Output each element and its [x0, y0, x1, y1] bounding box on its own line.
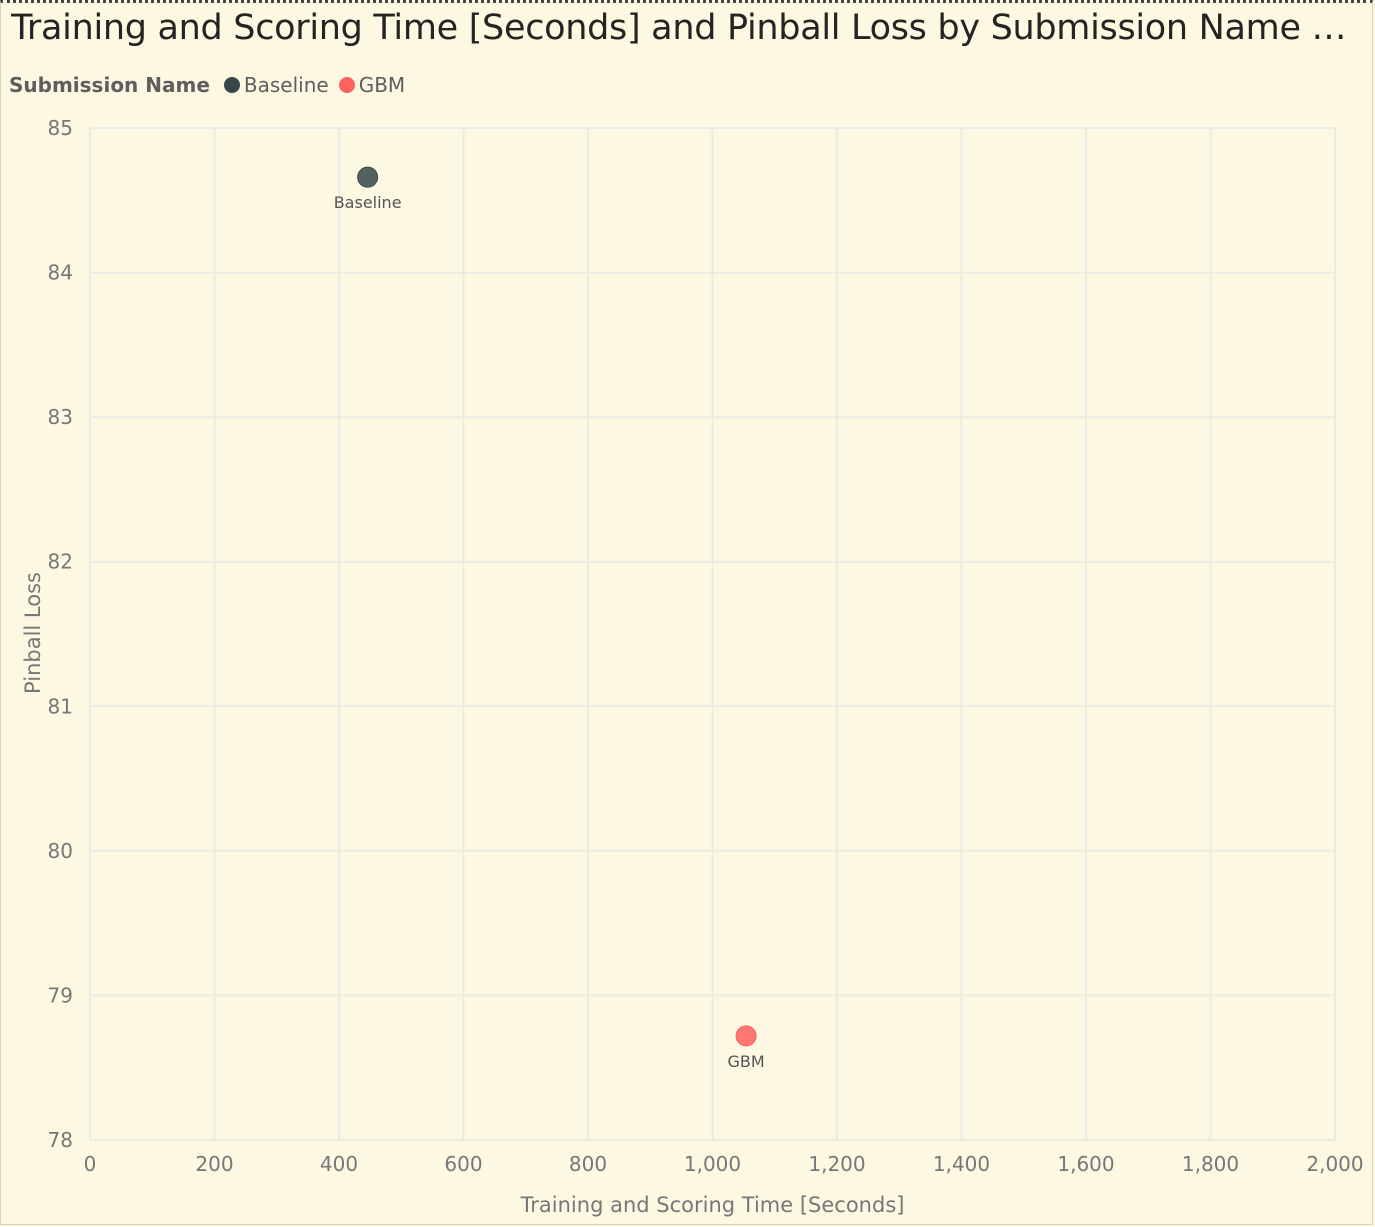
y-tick-label: 80	[48, 839, 73, 863]
y-tick-label: 84	[48, 261, 73, 285]
x-tick-label: 1,200	[808, 1152, 865, 1176]
y-tick-label: 83	[48, 405, 73, 429]
x-tick-label: 2,000	[1306, 1152, 1363, 1176]
y-tick-label: 82	[48, 550, 73, 574]
x-tick-label: 800	[569, 1152, 607, 1176]
y-tick-label: 79	[48, 983, 73, 1007]
legend-title: Submission Name	[9, 73, 210, 97]
legend-item-baseline[interactable]: Baseline	[223, 73, 329, 97]
legend: Submission Name Baseline GBM	[9, 73, 415, 97]
gridlines	[89, 127, 1336, 1141]
x-tick-label: 1,000	[684, 1152, 741, 1176]
x-tick-label: 0	[84, 1152, 97, 1176]
x-tick-label: 1,400	[933, 1152, 990, 1176]
x-axis-title: Training and Scoring Time [Seconds]	[520, 1193, 905, 1217]
y-tick-label: 81	[48, 694, 73, 718]
y-axis-title: Pinball Loss	[21, 572, 45, 694]
legend-item-gbm[interactable]: GBM	[338, 73, 406, 97]
legend-label-gbm: GBM	[358, 73, 406, 97]
x-tick-label: 400	[320, 1152, 358, 1176]
x-tick-label: 1,800	[1182, 1152, 1239, 1176]
data-point-gbm[interactable]	[735, 1025, 757, 1047]
y-tick-label: 85	[48, 116, 73, 140]
legend-swatch-gbm	[338, 77, 355, 93]
data-points: Baseline GBM	[334, 166, 765, 1071]
legend-swatch-baseline	[223, 77, 240, 93]
legend-label-baseline: Baseline	[243, 73, 329, 97]
data-point-baseline[interactable]	[357, 166, 379, 188]
y-axis-ticks: 78 79 80 81 82 83 84 85	[48, 116, 73, 1152]
data-label-baseline: Baseline	[334, 193, 402, 212]
x-tick-label: 200	[195, 1152, 233, 1176]
x-tick-label: 600	[444, 1152, 482, 1176]
x-axis-ticks: 0 200 400 600 800 1,000 1,200 1,400 1,600 1,800 2,…	[84, 1152, 1364, 1176]
x-tick-label: 1,600	[1057, 1152, 1114, 1176]
data-label-gbm: GBM	[728, 1052, 765, 1071]
y-tick-label: 78	[48, 1128, 73, 1152]
